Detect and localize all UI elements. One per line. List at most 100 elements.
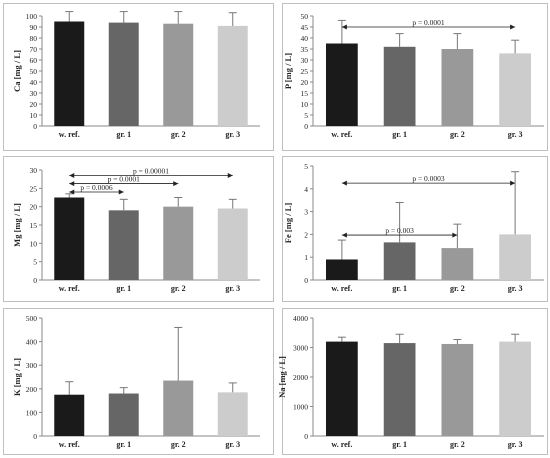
y-tick-label: 200 xyxy=(26,385,38,394)
bar xyxy=(108,22,139,127)
annotation-arrow-right xyxy=(227,173,233,178)
x-tick-label: gr. 1 xyxy=(392,284,407,293)
annotation-arrow-left xyxy=(69,181,75,187)
y-tick-label: 10 xyxy=(30,111,38,120)
y-tick-label: 60 xyxy=(30,56,38,65)
y-tick-label: 30 xyxy=(30,89,38,98)
bar xyxy=(325,341,358,436)
y-tick-label: 4 xyxy=(304,185,308,194)
bar xyxy=(217,392,248,436)
annotation-arrow-right xyxy=(510,180,516,186)
x-tick-label: gr. 1 xyxy=(116,284,131,293)
bar xyxy=(383,343,416,436)
y-tick-label: 2000 xyxy=(293,373,308,382)
annotation-label: p = 0.0001 xyxy=(412,18,445,27)
bar xyxy=(499,341,532,436)
y-tick-label: 500 xyxy=(26,314,38,323)
x-tick-label: w. ref. xyxy=(331,440,352,449)
bar xyxy=(108,393,139,436)
y-tick-label: 15 xyxy=(301,89,309,98)
bar xyxy=(108,210,139,280)
bar xyxy=(163,206,194,280)
y-tick-label: 50 xyxy=(301,12,309,21)
bar xyxy=(499,53,532,126)
x-tick-label: gr. 1 xyxy=(116,440,131,449)
y-tick-label: 300 xyxy=(26,361,38,370)
y-tick-label: 0 xyxy=(33,432,37,441)
annotation-arrow-left xyxy=(341,232,347,238)
bar xyxy=(217,208,248,280)
y-tick-label: 5 xyxy=(304,111,308,120)
y-tick-label: 10 xyxy=(301,100,309,109)
x-tick-label: gr. 3 xyxy=(225,284,240,293)
y-tick-label: 15 xyxy=(30,221,38,230)
x-tick-label: gr. 2 xyxy=(450,130,465,139)
y-tick-label: 40 xyxy=(30,78,38,87)
y-tick-label: 3 xyxy=(304,208,308,217)
y-tick-label: 0 xyxy=(304,122,308,131)
y-tick-label: 0 xyxy=(304,276,308,285)
y-tick-label: 1 xyxy=(304,253,308,262)
y-axis-label: Fe [mg / L] xyxy=(283,203,293,244)
annotation-arrow-left xyxy=(341,180,347,186)
y-tick-label: 400 xyxy=(26,338,38,347)
annotation-arrow-right xyxy=(118,189,124,195)
bar xyxy=(217,25,248,126)
y-tick-label: 50 xyxy=(30,67,38,76)
y-tick-label: 100 xyxy=(26,12,38,21)
chart-0: 0 10 20 30 40 50 60 70 80 90 100 Ca [mg / L] w. ref.… xyxy=(12,11,260,139)
y-axis-label: Mg [mg / L] xyxy=(12,203,22,247)
y-tick-label: 40 xyxy=(301,34,309,43)
x-tick-label: gr. 3 xyxy=(508,130,523,139)
x-tick-label: gr. 3 xyxy=(508,440,523,449)
y-tick-label: 1000 xyxy=(293,403,308,412)
y-axis-label: K [mg / L] xyxy=(12,358,22,396)
annotation-label: p = 0.0003 xyxy=(412,174,445,183)
x-tick-label: w. ref. xyxy=(59,440,80,449)
bar xyxy=(325,259,358,280)
chart-2: 0 5 10 15 20 25 30 Mg [mg / L] w. ref. gr. 1 gr. 2… xyxy=(12,166,260,293)
x-tick-label: gr. 1 xyxy=(116,130,131,139)
annotation-arrow-left xyxy=(69,189,75,195)
chart-1: 0 5 10 15 20 25 30 35 40 45 50 P [mg / L] w. ref. gr.… xyxy=(283,12,544,139)
x-tick-label: w. ref. xyxy=(59,284,80,293)
bar xyxy=(54,394,85,436)
bar xyxy=(441,49,474,126)
x-tick-label: gr. 2 xyxy=(171,284,186,293)
y-tick-label: 30 xyxy=(30,166,38,175)
bar xyxy=(499,234,532,280)
y-tick-label: 5 xyxy=(33,258,37,267)
annotation-label: p = 0.0001 xyxy=(108,175,141,184)
bar xyxy=(163,380,194,436)
y-tick-label: 4000 xyxy=(293,314,308,323)
y-tick-label: 45 xyxy=(301,23,309,32)
annotation-label: p = 0.0006 xyxy=(80,183,113,192)
x-tick-label: gr. 2 xyxy=(171,130,186,139)
y-tick-label: 0 xyxy=(33,276,37,285)
x-tick-label: w. ref. xyxy=(59,130,80,139)
annotation-label: p = 0.003 xyxy=(385,226,414,235)
y-tick-label: 100 xyxy=(26,408,38,417)
y-tick-label: 0 xyxy=(33,122,37,131)
chart-5: 0 1000 2000 3000 4000 Na [mg / L] w. ref. gr. 1… xyxy=(277,314,544,449)
y-tick-label: 25 xyxy=(301,67,309,76)
y-tick-label: 5 xyxy=(304,162,308,171)
y-tick-label: 2 xyxy=(304,230,308,239)
x-tick-label: gr. 2 xyxy=(171,440,186,449)
bar xyxy=(441,343,474,436)
y-tick-label: 3000 xyxy=(293,344,308,353)
annotation-arrow-right xyxy=(452,232,458,238)
y-tick-label: 80 xyxy=(30,34,38,43)
y-tick-label: 0 xyxy=(304,432,308,441)
y-tick-label: 20 xyxy=(30,100,38,109)
bar xyxy=(383,46,416,126)
annotation-arrow-left xyxy=(69,173,75,178)
chart-3: 0 1 2 3 4 5 Fe [mg / L] w. ref. gr. 1 gr. 2 gr. 3 p… xyxy=(283,162,544,293)
y-tick-label: 30 xyxy=(301,56,309,65)
y-tick-label: 70 xyxy=(30,45,38,54)
y-tick-label: 90 xyxy=(30,23,38,32)
annotation-label: p = 0.00001 xyxy=(133,167,169,176)
y-tick-label: 20 xyxy=(30,203,38,212)
bar xyxy=(54,197,85,280)
